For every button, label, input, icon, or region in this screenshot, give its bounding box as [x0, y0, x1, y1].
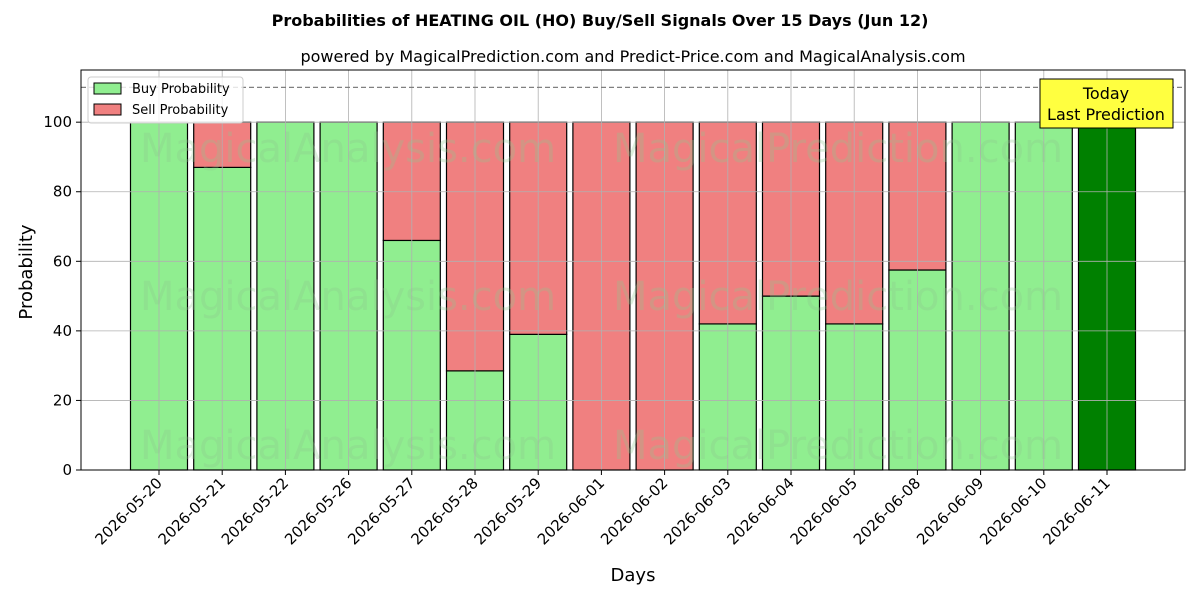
- watermark-text: MagicalAnalysis.com: [140, 274, 556, 320]
- x-tick-label: 2026-05-29: [471, 474, 545, 548]
- watermark-text: MagicalAnalysis.com: [140, 126, 556, 172]
- x-axis: 2026-05-202026-05-212026-05-222026-05-26…: [91, 470, 1114, 548]
- x-tick-label: 2026-06-11: [1039, 474, 1113, 548]
- legend: Buy Probability Sell Probability: [87, 76, 244, 124]
- today-annotation: Today Last Prediction: [1039, 78, 1174, 129]
- today-annotation-line1: Today: [1082, 84, 1129, 103]
- watermarks-group: MagicalAnalysis.com MagicalPrediction.com…: [140, 126, 1063, 469]
- y-tick-label: 60: [53, 252, 72, 270]
- legend-swatch-buy: [93, 82, 122, 95]
- grid-lines: [81, 70, 1185, 471]
- watermark-text: MagicalPrediction.com: [613, 423, 1063, 469]
- chart-title: Probabilities of HEATING OIL (HO) Buy/Se…: [272, 11, 929, 30]
- y-tick-label: 40: [53, 322, 72, 340]
- chart-subtitle: powered by MagicalPrediction.com and Pre…: [300, 47, 965, 66]
- x-tick-label: 2026-06-04: [723, 474, 797, 548]
- x-tick-label: 2026-06-09: [913, 474, 987, 548]
- today-annotation-box: [1039, 78, 1174, 129]
- y-tick-label: 0: [62, 461, 72, 479]
- y-axis: 0 20 40 60 80 100: [43, 113, 81, 479]
- x-tick-label: 2026-06-01: [534, 474, 608, 548]
- watermark-text: MagicalAnalysis.com: [140, 423, 556, 469]
- today-annotation-line2: Last Prediction: [1047, 105, 1165, 124]
- x-tick-label: 2026-05-22: [218, 474, 292, 548]
- y-tick-label: 20: [53, 391, 72, 409]
- x-tick-label: 2026-05-21: [155, 474, 229, 548]
- legend-label-buy: Buy Probability: [132, 82, 230, 97]
- x-tick-label: 2026-06-02: [597, 474, 671, 548]
- x-tick-label: 2026-06-03: [660, 474, 734, 548]
- x-tick-label: 2026-06-08: [850, 474, 924, 548]
- x-axis-label: Days: [611, 565, 656, 586]
- x-tick-label: 2026-05-26: [281, 474, 355, 548]
- y-tick-label: 100: [43, 113, 72, 131]
- legend-box: [87, 76, 244, 124]
- x-tick-label: 2026-05-28: [407, 474, 481, 548]
- plot-frame: [80, 69, 1186, 471]
- x-tick-label: 2026-05-20: [91, 474, 165, 548]
- watermark-text: MagicalPrediction.com: [613, 126, 1063, 172]
- legend-swatch-sell: [93, 103, 122, 116]
- x-tick-label: 2026-05-27: [344, 474, 418, 548]
- legend-label-sell: Sell Probability: [132, 103, 229, 118]
- watermark-text: MagicalPrediction.com: [613, 274, 1063, 320]
- y-axis-label: Probability: [16, 224, 37, 319]
- y-tick-label: 80: [53, 183, 72, 201]
- x-tick-label: 2026-06-05: [787, 474, 861, 548]
- x-tick-label: 2026-06-10: [976, 474, 1050, 548]
- plot-area: MagicalAnalysis.com MagicalPrediction.com…: [80, 69, 1186, 471]
